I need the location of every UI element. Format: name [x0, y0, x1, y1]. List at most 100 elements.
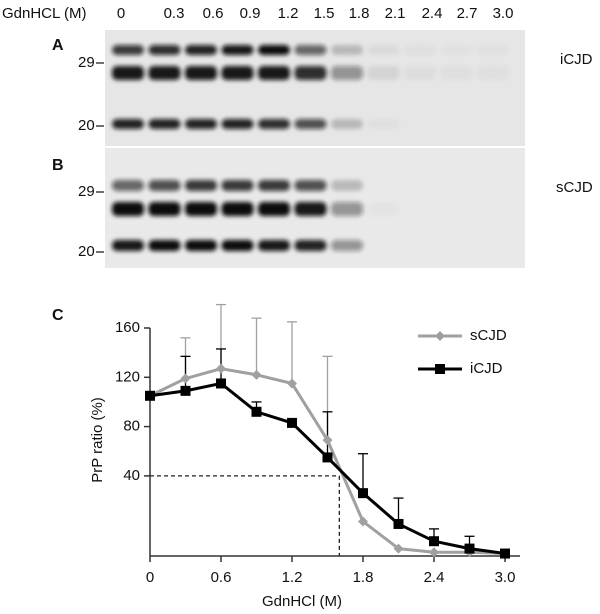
band: [294, 180, 327, 191]
band: [185, 66, 217, 80]
legend-label: sCJD: [470, 327, 507, 344]
point: [429, 547, 439, 558]
point: [393, 518, 404, 529]
point: [216, 363, 226, 374]
band: [221, 119, 254, 129]
concentration-label: 3.0: [493, 5, 514, 22]
sample-label: iCJD: [560, 51, 593, 68]
concentration-label: 0.3: [164, 5, 185, 22]
band: [367, 45, 400, 55]
concentration-label: 0: [117, 5, 125, 22]
band: [331, 66, 363, 80]
concentration-label: 0.9: [240, 5, 261, 22]
band: [258, 180, 290, 191]
band: [331, 240, 363, 251]
band: [148, 180, 181, 191]
x-tick-label: 0.6: [211, 569, 232, 586]
band: [294, 240, 327, 251]
band: [367, 66, 400, 80]
band: [112, 119, 144, 129]
x-tick-label: 3.0: [495, 569, 516, 586]
panel-letter: A: [52, 37, 64, 54]
band: [185, 180, 217, 191]
point: [358, 488, 368, 499]
concentration-label: 1.5: [314, 5, 335, 22]
band: [221, 180, 254, 191]
band: [331, 119, 363, 129]
concentration-label: 0.6: [203, 5, 224, 22]
x-tick-label: 2.4: [424, 569, 445, 586]
y-tick-label: 160: [115, 319, 140, 336]
band: [258, 45, 290, 55]
sample-label: sCJD: [556, 179, 593, 196]
x-tick-label: 0: [146, 569, 154, 586]
band: [258, 66, 290, 80]
band: [294, 119, 327, 129]
y-axis-label: PrP ratio (%): [89, 397, 106, 483]
band: [294, 66, 327, 80]
band: [112, 202, 144, 216]
band: [331, 45, 363, 55]
band: [441, 66, 473, 80]
band: [294, 45, 327, 55]
y-tick-label: 40: [123, 467, 140, 484]
band: [404, 66, 436, 80]
marker-label: 20: [78, 243, 95, 260]
legend-marker: [435, 331, 445, 341]
band: [221, 45, 254, 55]
point: [216, 378, 226, 389]
band: [294, 202, 327, 216]
concentration-label: 1.8: [349, 5, 370, 22]
band: [368, 202, 400, 216]
band: [221, 240, 254, 251]
point: [180, 385, 191, 396]
band: [112, 240, 144, 251]
concentration-label: 2.4: [422, 5, 443, 22]
band: [148, 119, 181, 129]
marker-label: 29: [78, 54, 95, 71]
point: [429, 536, 439, 547]
legend-label: iCJD: [470, 360, 503, 377]
concentration-label: 2.1: [385, 5, 406, 22]
band: [221, 66, 254, 80]
marker-label: 29: [78, 183, 95, 200]
band: [112, 66, 144, 80]
point: [145, 390, 155, 401]
band: [185, 45, 217, 55]
point: [322, 435, 333, 446]
panel-letter: B: [52, 157, 64, 174]
point: [393, 543, 404, 554]
concentration-label: 1.2: [278, 5, 299, 22]
band: [331, 202, 363, 216]
panel-letter: C: [52, 307, 64, 324]
band: [112, 45, 144, 55]
marker-ticks: [96, 62, 104, 253]
band: [112, 180, 144, 191]
point: [251, 406, 262, 417]
concentration-label: 2.7: [457, 5, 478, 22]
band: [185, 202, 217, 216]
band: [441, 45, 473, 55]
point: [180, 373, 191, 384]
band: [148, 240, 181, 251]
x-axis-label: GdnHCl (M): [262, 593, 342, 610]
point: [322, 452, 333, 463]
band: [148, 45, 181, 55]
band: [148, 66, 181, 80]
band: [404, 45, 436, 55]
band: [258, 119, 290, 129]
band: [148, 202, 181, 216]
x-tick-label: 1.8: [353, 569, 374, 586]
point: [287, 417, 297, 428]
band: [185, 119, 217, 129]
band: [368, 119, 400, 129]
blot-header: GdnHCL (M): [2, 5, 86, 22]
band: [258, 240, 290, 251]
point: [500, 548, 510, 559]
band: [185, 240, 217, 251]
x-tick-label: 1.2: [282, 569, 303, 586]
point: [358, 516, 368, 527]
band: [477, 45, 509, 55]
y-tick-label: 80: [123, 418, 140, 435]
